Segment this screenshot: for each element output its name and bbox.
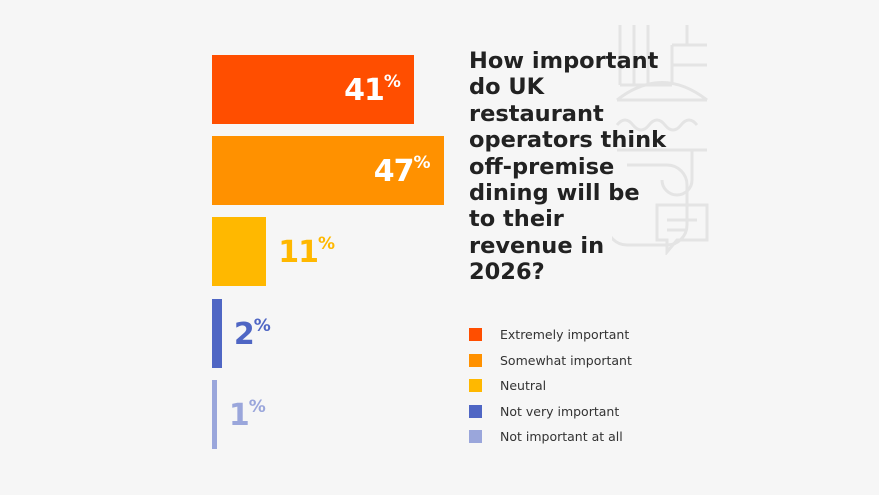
legend-item: Not important at all	[469, 424, 632, 450]
data-label: 11%	[278, 234, 336, 271]
legend-label: Not important at all	[500, 429, 623, 445]
legend-item: Not very important	[469, 399, 632, 425]
legend-swatch	[469, 328, 482, 342]
chart-title: How important do UK restaurant operators…	[469, 48, 667, 286]
legend-swatch	[469, 404, 482, 418]
bar-somewhat-important	[212, 136, 444, 206]
legend-label: Extremely important	[500, 327, 630, 343]
data-label: 41%	[344, 72, 401, 108]
legend-label: Neutral	[500, 378, 547, 394]
data-label: 2%	[233, 315, 271, 352]
legend: Extremely important Somewhat important Neu…	[469, 322, 632, 450]
bar-not-very-important	[212, 298, 222, 368]
legend-swatch	[469, 353, 482, 367]
legend-label: Somewhat important	[500, 352, 632, 368]
restaurant-line-art-decoration	[612, 25, 709, 255]
legend-swatch	[469, 379, 482, 393]
legend-swatch	[469, 430, 482, 444]
bar-neutral	[212, 217, 267, 287]
legend-label: Not very important	[500, 403, 620, 419]
legend-item: Extremely important	[469, 322, 632, 348]
legend-item: Somewhat important	[469, 348, 632, 374]
bar-not-important-at-all	[212, 379, 217, 449]
data-label: 47%	[373, 153, 431, 190]
bar-extremely-important	[212, 55, 415, 124]
legend-item: Neutral	[469, 373, 632, 399]
data-label: 1%	[228, 396, 266, 433]
